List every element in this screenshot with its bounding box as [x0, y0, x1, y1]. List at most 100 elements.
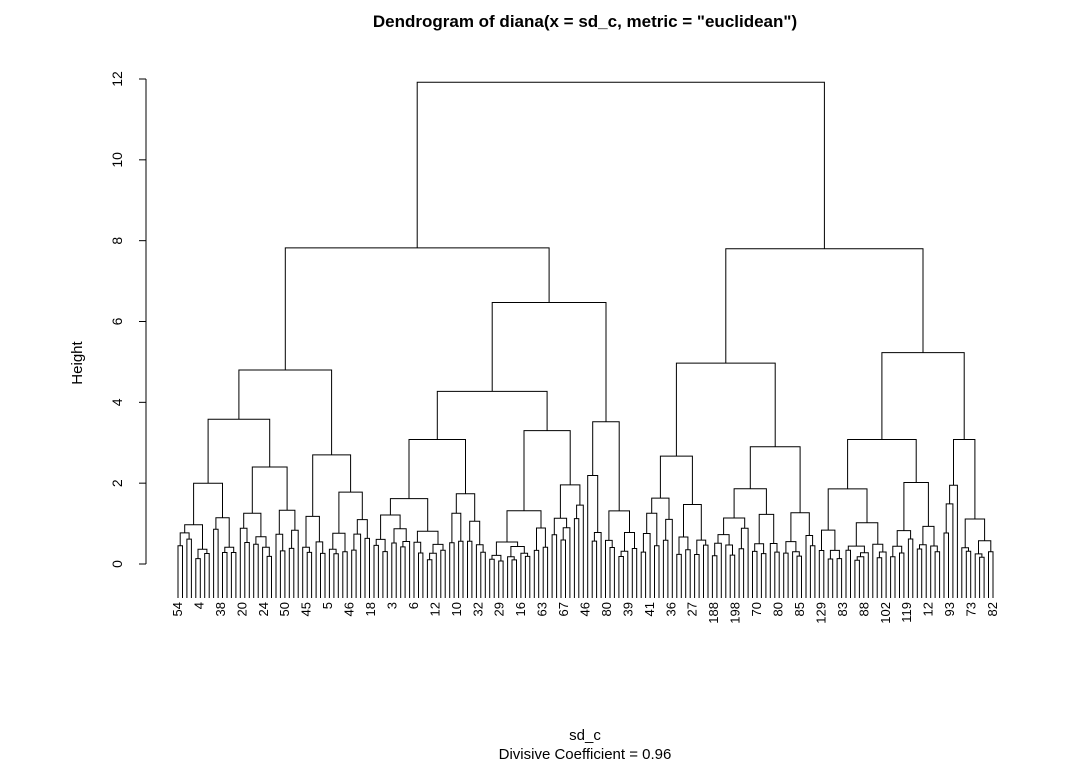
dendrogram-branch	[916, 548, 923, 598]
dendrogram-branch	[510, 546, 525, 557]
dendrogram-branch	[608, 510, 630, 541]
dendrogram-branch	[809, 545, 816, 598]
dendrogram-branch	[642, 533, 651, 598]
dendrogram-branch	[854, 559, 860, 598]
dendrogram-branch	[560, 539, 566, 598]
dendrogram-branch	[279, 550, 286, 598]
dendrogram-branch	[320, 552, 326, 598]
dendrogram-branch	[364, 537, 370, 598]
dendrogram-branch	[796, 555, 802, 598]
dendrogram-branch	[342, 551, 348, 598]
dendrogram-branch	[729, 554, 736, 598]
dendrogram-branch	[792, 551, 800, 598]
y-axis: 0 2 4 6 8 10 12	[109, 71, 147, 568]
dendrogram-branch	[675, 362, 776, 457]
dendrogram-branch	[805, 535, 814, 598]
dendrogram-branch	[665, 518, 673, 598]
leaf-label: 93	[942, 602, 957, 616]
leaf-label: 80	[599, 602, 614, 616]
dendrogram-branch	[827, 488, 868, 531]
dendrogram-branch	[685, 549, 691, 598]
dendrogram-branch	[694, 554, 700, 598]
dendrogram-branch	[696, 539, 707, 555]
dendrogram-branch	[919, 544, 927, 598]
dendrogram-branch	[845, 549, 851, 598]
leaf-label: 46	[578, 602, 593, 616]
dendrogram-branch	[402, 541, 411, 598]
dendrogram-branch	[440, 549, 446, 598]
leaf-labels: 54 4 38 20 24 50 45 5 46 18 3 6 12 10 32 29 16 63 67 46 80 39…	[170, 602, 1000, 624]
dendrogram-branch	[949, 484, 958, 598]
dendrogram-branch	[382, 551, 388, 598]
y-tick-label: 6	[109, 317, 125, 325]
y-tick-label: 10	[109, 152, 125, 168]
dendrogram-branch	[856, 556, 865, 598]
leaf-label: 67	[556, 602, 571, 616]
dendrogram-branch	[754, 543, 765, 554]
dendrogram-branch	[498, 560, 504, 598]
dendrogram-branch	[305, 515, 320, 548]
dendrogram-branch	[436, 390, 548, 440]
dendrogram-branch	[876, 557, 883, 598]
dendrogram-branch	[413, 541, 422, 598]
leaf-label: 38	[213, 602, 228, 616]
dendrogram-branch	[253, 543, 259, 598]
leaf-label: 82	[985, 602, 1000, 616]
dendrogram-branch	[659, 455, 693, 505]
x-axis-label: sd_c	[569, 727, 601, 744]
leaf-label: 27	[685, 602, 700, 616]
dendrogram-branch	[451, 512, 462, 543]
dendrogram-branch	[945, 503, 954, 598]
dendrogram-branch	[733, 488, 767, 518]
dendrogram-branch	[752, 550, 758, 598]
dendrogram-branch	[489, 558, 495, 598]
dendrogram-branch	[678, 536, 689, 555]
dendrogram-branch	[725, 544, 733, 598]
dendrogram-branch	[507, 556, 515, 598]
dendrogram-branch	[640, 551, 647, 598]
dendrogram-branch	[312, 454, 352, 517]
dendrogram-branch	[380, 514, 401, 540]
dendrogram-branch	[315, 541, 324, 598]
dendrogram-branch	[662, 539, 669, 598]
dendrogram-branch	[333, 553, 339, 598]
dendrogram-branch	[244, 542, 250, 598]
chart-title: Dendrogram of diana(x = sd_c, metric = "…	[373, 12, 797, 31]
dendrogram-branch	[177, 545, 183, 598]
dendrogram-branch	[238, 369, 333, 455]
dendrogram-branch	[592, 421, 620, 511]
dendrogram-branch	[207, 418, 271, 484]
leaf-label: 129	[813, 602, 828, 624]
dendrogram-branch	[892, 545, 903, 557]
dendrogram-branch	[351, 549, 357, 598]
leaf-label: 3	[384, 602, 399, 609]
dendrogram-branch	[878, 551, 887, 598]
dendrogram-branch	[703, 544, 709, 598]
dendrogram-branch	[651, 497, 670, 520]
dendrogram-branch	[432, 543, 444, 554]
dendrogram-branch	[491, 302, 607, 422]
dendrogram-branch	[328, 548, 337, 598]
dendrogram-branch	[284, 247, 550, 370]
dendrogram-branch	[758, 513, 775, 544]
dendrogram-branch	[593, 532, 602, 598]
leaf-label: 24	[256, 602, 271, 616]
leaf-label: 41	[642, 602, 657, 616]
dendrogram-branch	[964, 518, 986, 548]
dendrogram-branch	[491, 554, 502, 561]
leaf-label: 63	[535, 602, 550, 616]
leaf-label: 39	[620, 602, 635, 616]
leaf-label: 20	[234, 602, 249, 616]
leaf-label: 83	[835, 602, 850, 616]
leaf-label: 119	[899, 602, 914, 623]
dendrogram-branch	[275, 533, 284, 598]
dendrogram-branch	[291, 529, 299, 598]
y-tick-label: 12	[109, 71, 125, 87]
dendrogram-branch	[353, 533, 362, 598]
leaf-label: 188	[706, 602, 721, 624]
dendrogram-branch	[827, 558, 834, 598]
leaf-label: 73	[964, 602, 979, 616]
dendrogram-branch	[922, 525, 935, 546]
dendrogram-branch	[255, 536, 267, 548]
dendrogram-branch	[204, 553, 210, 598]
